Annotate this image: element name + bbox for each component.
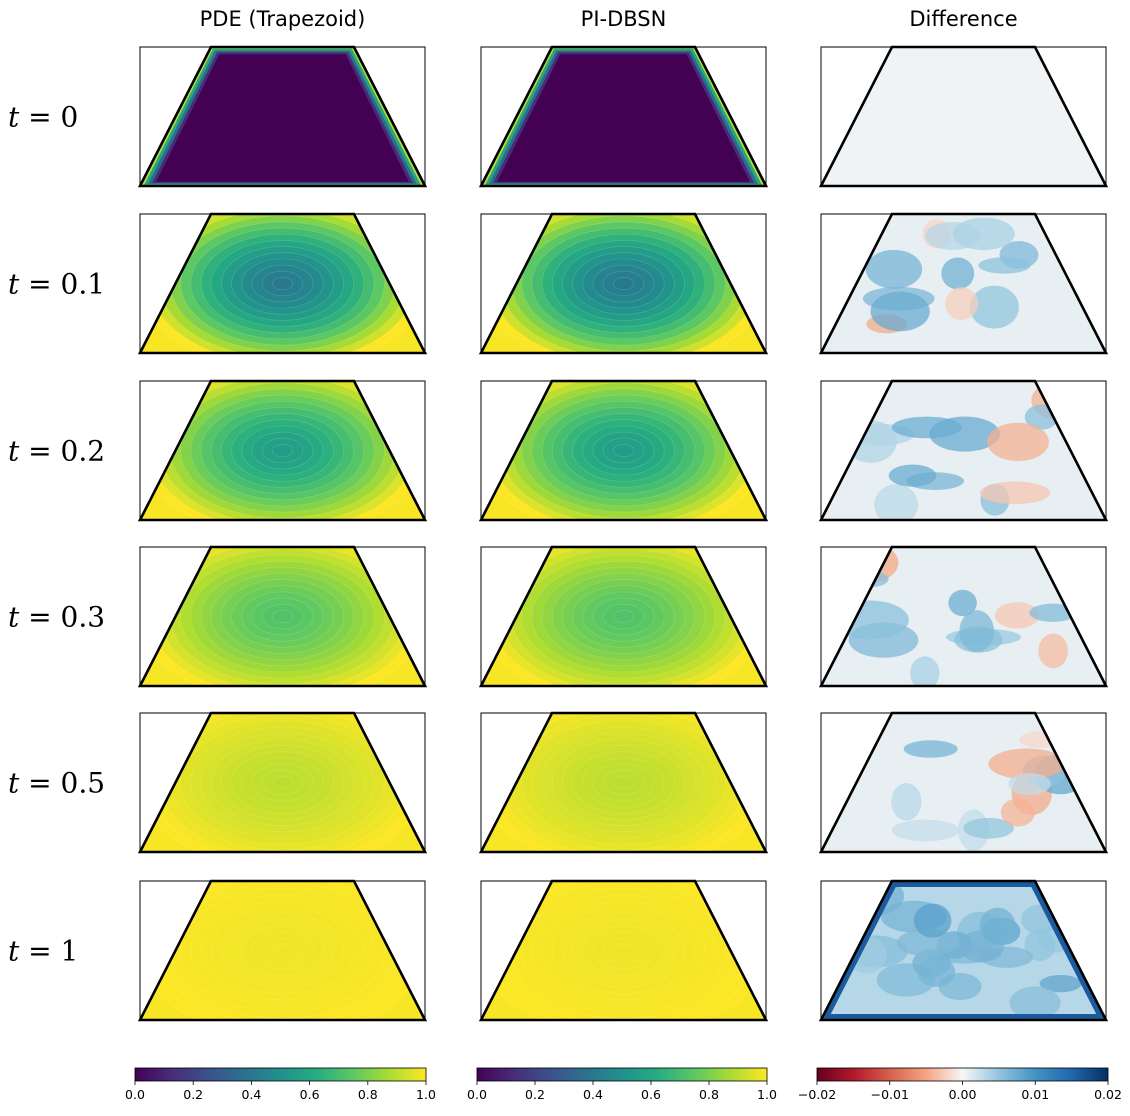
panel-frame [820,380,1107,521]
colorbar-tick-label: 0.00 [949,1087,977,1102]
field-fill [821,47,1106,186]
colorbar-tick-label: 1.0 [757,1087,777,1102]
panel-diff-t1 [818,879,1109,1022]
panel-frame [480,380,767,521]
colorbar-tick-label: 0.8 [699,1087,719,1102]
panel-frame [139,546,426,687]
panel-pde-t0.2 [137,379,428,522]
panel-frame [139,380,426,521]
field-fill [481,381,766,520]
field-fill [481,47,766,186]
panel-frame [139,213,426,354]
panel-diff-t0.5 [818,711,1109,854]
field-fill [481,214,766,353]
field-fill [821,214,1106,353]
colorbar-tick-label: −0.02 [798,1087,836,1102]
panel-pde-t0.1 [137,212,428,355]
colorbar-dbsn: 0.0 0.2 0.4 0.6 0.8 1.0 [467,1067,777,1102]
panel-dbsn-t0.2 [478,379,769,522]
colorbar-tick-label: 0.0 [467,1087,487,1102]
colorbar-tick-label: 0.0 [125,1087,145,1102]
field-fill [481,547,766,686]
panel-dbsn-t0 [478,45,769,188]
colorbar-gradient [816,1067,1109,1082]
field-fill [481,713,766,852]
panel-frame [820,712,1107,853]
panel-frame [480,213,767,354]
colorbar-tick-label: 1.0 [416,1087,436,1102]
field-fill [140,47,425,186]
panel-pde-t0.3 [137,545,428,688]
field-fill [140,881,425,1020]
column-title-dbsn: PI-DBSN [581,7,667,31]
column-title-pde: PDE (Trapezoid) [200,7,366,31]
panel-frame [480,712,767,853]
colorbar-tick-label: 0.02 [1094,1087,1122,1102]
panel-pde-t1 [137,879,428,1022]
row-label: t = 1 [8,935,78,968]
panel-dbsn-t0.1 [478,212,769,355]
panel-pde-t0.5 [137,711,428,854]
panel-diff-t0.3 [818,545,1109,688]
panel-frame [480,546,767,687]
colorbar-tick-label: 0.4 [583,1087,603,1102]
panel-pde-t0 [137,45,428,188]
colorbar-pde: 0.0 0.2 0.4 0.6 0.8 1.0 [125,1067,436,1102]
panel-frame [139,880,426,1021]
row-label: t = 0.5 [8,767,105,800]
panel-diff-t0.1 [818,212,1109,355]
panel-frame [820,546,1107,687]
colorbar-tick-label: 0.01 [1021,1087,1049,1102]
colorbar-tick-label: 0.2 [183,1087,203,1102]
row-label: t = 0.3 [8,601,105,634]
panel-frame [820,46,1107,187]
field-fill [140,381,425,520]
panel-diff-t0 [818,45,1109,188]
colorbar-gradient [476,1067,768,1082]
colorbar-tick-label: 0.6 [641,1087,661,1102]
colorbar-tick-label: 0.6 [300,1087,320,1102]
field-fill [481,881,766,1020]
field-fill [140,214,425,353]
panel-dbsn-t1 [478,879,769,1022]
field-fill [821,547,1106,686]
row-label: t = 0.1 [8,268,105,301]
row-label: t = 0 [8,101,78,134]
panel-frame [820,213,1107,354]
colorbar-gradient [134,1067,427,1082]
panel-diff-t0.2 [818,379,1109,522]
colorbar-tick-label: −0.01 [871,1087,909,1102]
panel-frame [139,712,426,853]
panel-frame [139,46,426,187]
colorbar-tick-label: 0.4 [241,1087,261,1102]
panel-frame [480,880,767,1021]
colorbar-tick-label: 0.2 [525,1087,545,1102]
field-fill [140,713,425,852]
panel-dbsn-t0.5 [478,711,769,854]
panel-frame [820,880,1107,1021]
column-title-diff: Difference [909,7,1017,31]
colorbar-diff: −0.02 −0.01 0.00 0.01 0.02 [798,1067,1122,1102]
panel-dbsn-t0.3 [478,545,769,688]
field-fill [140,547,425,686]
row-label: t = 0.2 [8,435,105,468]
panel-frame [480,46,767,187]
colorbar-tick-label: 0.8 [358,1087,378,1102]
